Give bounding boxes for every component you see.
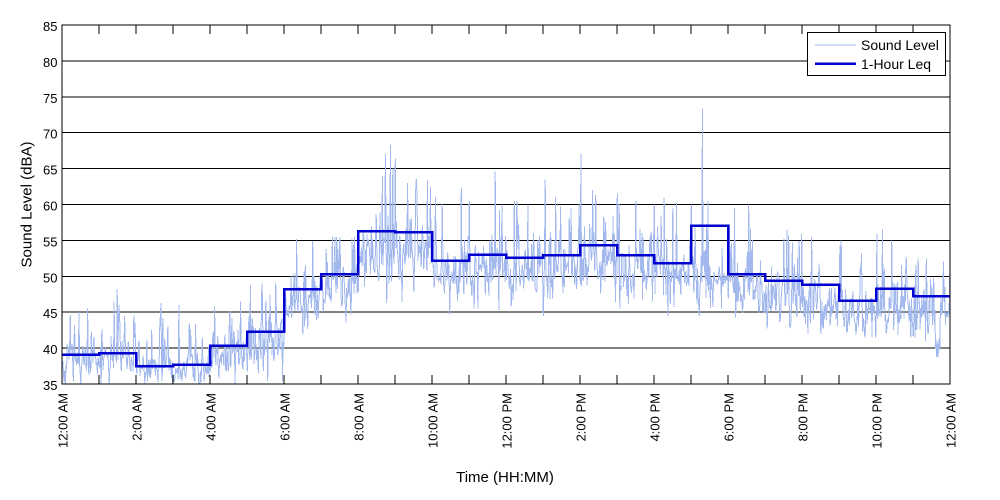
svg-text:10:00 PM: 10:00 PM (870, 393, 885, 449)
svg-text:12:00 PM: 12:00 PM (500, 393, 515, 449)
svg-text:65: 65 (43, 163, 57, 178)
svg-text:4:00 AM: 4:00 AM (204, 393, 219, 441)
svg-text:Sound Level: Sound Level (861, 37, 939, 53)
svg-text:8:00 AM: 8:00 AM (352, 393, 367, 441)
svg-text:2:00 PM: 2:00 PM (574, 393, 589, 441)
svg-text:1-Hour Leq: 1-Hour Leq (861, 56, 931, 72)
svg-text:75: 75 (43, 91, 57, 106)
svg-text:6:00 AM: 6:00 AM (278, 393, 293, 441)
svg-text:45: 45 (43, 306, 57, 321)
svg-text:40: 40 (43, 342, 57, 357)
svg-text:8:00 PM: 8:00 PM (796, 393, 811, 441)
svg-text:2:00 AM: 2:00 AM (130, 393, 145, 441)
svg-text:35: 35 (43, 378, 57, 393)
svg-text:12:00 AM: 12:00 AM (944, 393, 959, 448)
svg-text:55: 55 (43, 234, 57, 249)
svg-text:60: 60 (43, 199, 57, 214)
svg-text:6:00 PM: 6:00 PM (722, 393, 737, 441)
svg-text:50: 50 (43, 270, 57, 285)
svg-text:4:00 PM: 4:00 PM (648, 393, 663, 441)
svg-text:Sound Level (dBA): Sound Level (dBA) (19, 142, 36, 268)
svg-text:10:00 AM: 10:00 AM (426, 393, 441, 448)
svg-text:85: 85 (43, 19, 57, 34)
svg-text:Time (HH:MM): Time (HH:MM) (456, 469, 554, 486)
svg-text:70: 70 (43, 127, 57, 142)
svg-text:12:00 AM: 12:00 AM (56, 393, 71, 448)
svg-text:80: 80 (43, 55, 57, 70)
